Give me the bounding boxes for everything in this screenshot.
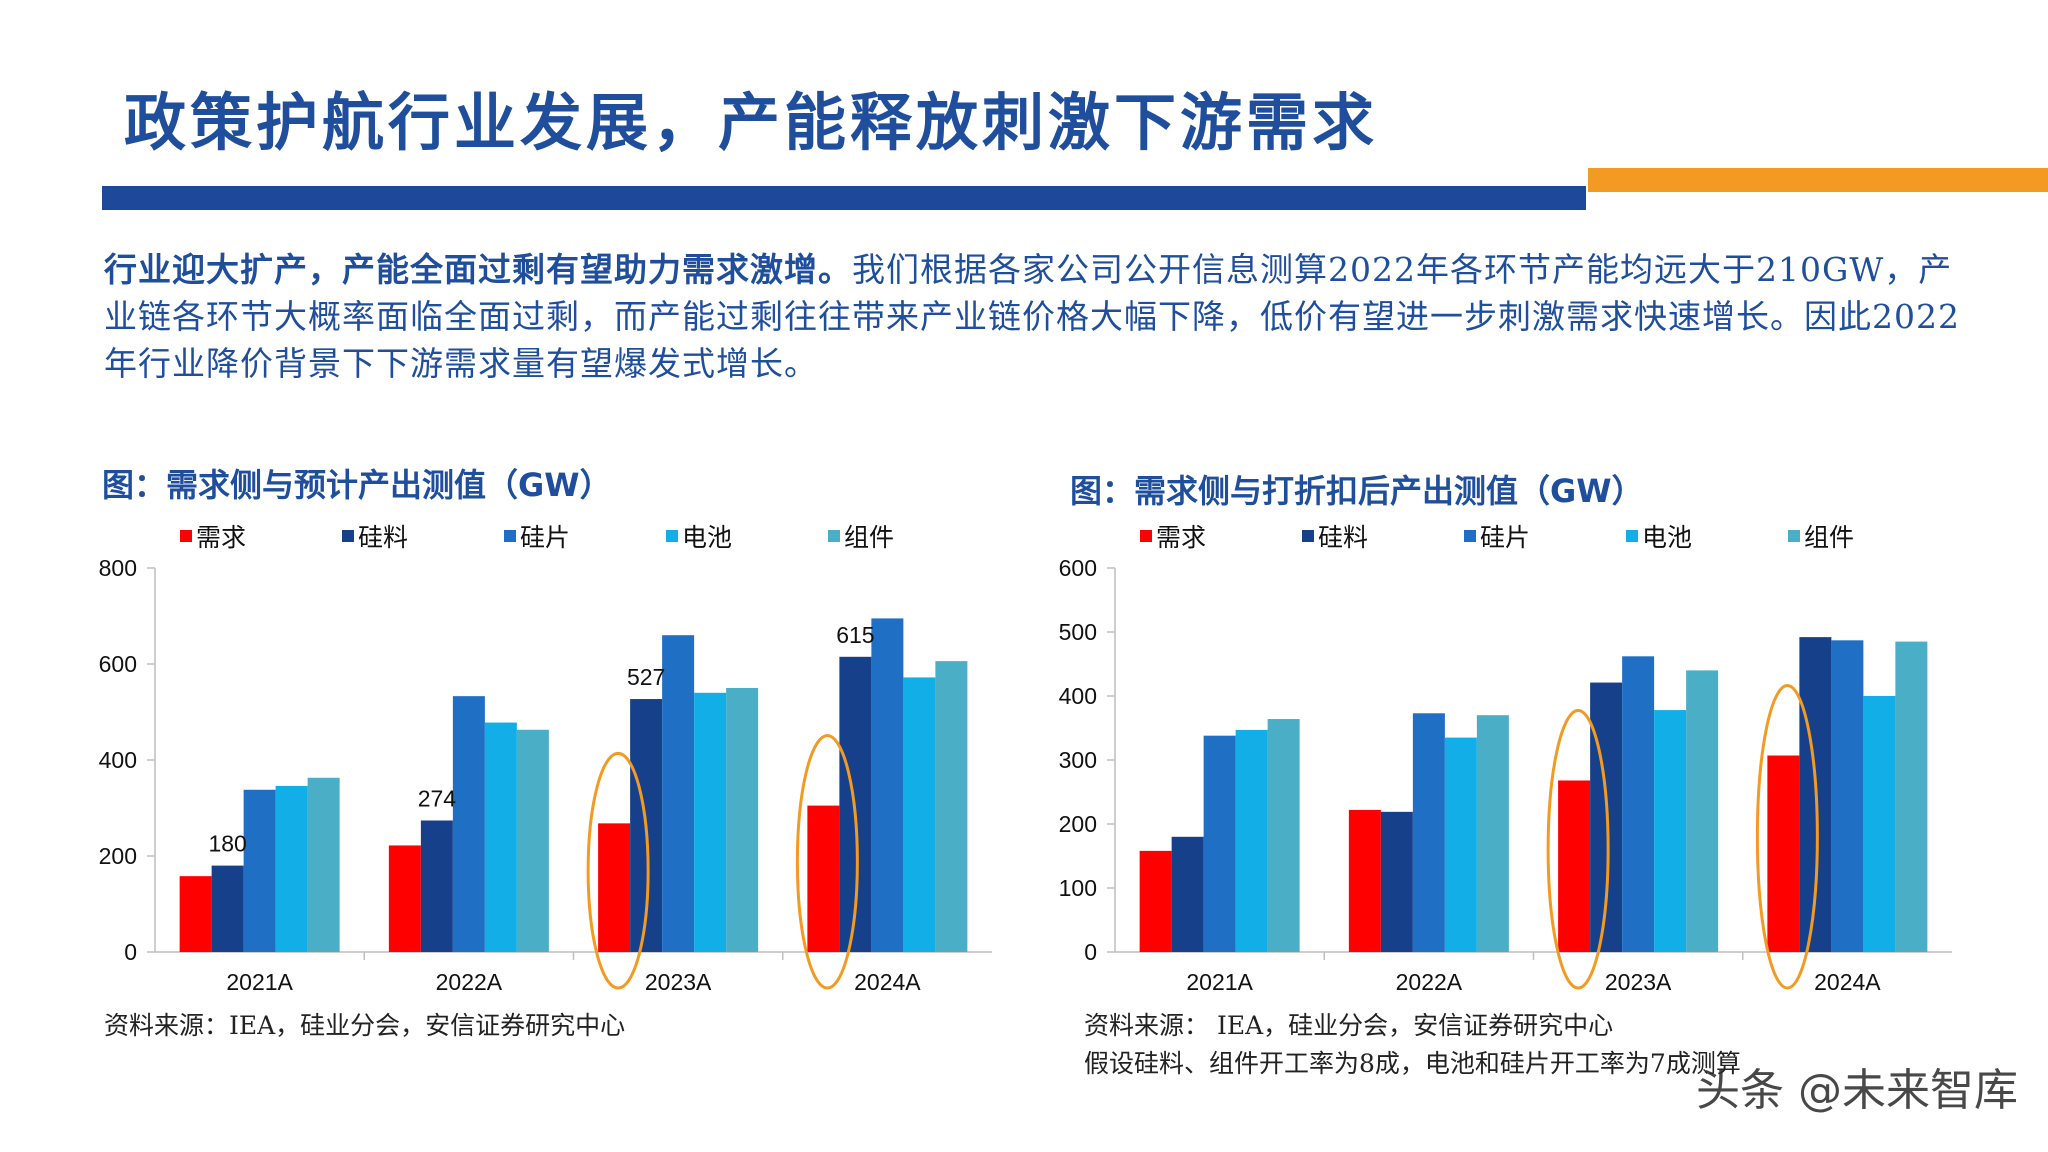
right-bar-硅片-2021A bbox=[1203, 735, 1236, 952]
left-bar-硅料-2021A bbox=[211, 865, 244, 952]
right-bar-需求-2022A bbox=[1348, 809, 1381, 952]
left-bar-chart: 0 200 400 600 800 2021A 2022A 2023A 2024A 180 274 5… bbox=[99, 524, 992, 995]
right-chart-source: 资料来源： IEA，硅业分会，安信证券研究中心 bbox=[1084, 1011, 1614, 1040]
right-legend-label-硅片: 硅片 bbox=[1480, 524, 1530, 552]
left-bar-硅片-2023A bbox=[662, 635, 695, 952]
left-bar-组件-2021A bbox=[307, 777, 340, 952]
right-legend-label-硅料: 硅料 bbox=[1318, 524, 1368, 552]
left-y-tick-label: 0 bbox=[124, 939, 137, 965]
left-bar-需求-2023A bbox=[598, 823, 631, 952]
left-legend-swatch-需求 bbox=[180, 530, 192, 542]
right-bar-组件-2021A bbox=[1267, 719, 1300, 952]
right-y-tick-label: 500 bbox=[1059, 619, 1097, 645]
left-bar-组件-2024A bbox=[935, 661, 968, 952]
title-divider-blue bbox=[102, 186, 1586, 210]
right-highlight-ellipse-2024A bbox=[1755, 684, 1819, 990]
right-legend-swatch-组件 bbox=[1788, 530, 1800, 542]
left-x-tick-label: 2021A bbox=[226, 969, 293, 995]
left-chart-title: 图：需求侧与预计产出测值（GW） bbox=[102, 466, 612, 504]
right-y-tick-label: 0 bbox=[1084, 939, 1097, 965]
right-highlight-ellipse-2023A bbox=[1546, 708, 1610, 990]
right-bar-chart: 0 100 200 300 400 500 600 2021A 2022A 2023A 2024A 需… bbox=[1059, 524, 1952, 995]
intro-lead: 行业迎大扩产，产能全面过剩有望助力需求激增。 bbox=[104, 250, 852, 289]
left-data-label: 180 bbox=[208, 831, 246, 857]
left-data-label: 527 bbox=[627, 664, 665, 690]
right-chart-title: 图：需求侧与打折扣后产出测值（GW） bbox=[1070, 472, 1644, 510]
left-bar-需求-2021A bbox=[179, 876, 212, 952]
right-bar-需求-2023A bbox=[1558, 780, 1591, 952]
left-highlight-ellipse-2024A bbox=[795, 734, 859, 990]
right-bar-硅片-2024A bbox=[1831, 640, 1864, 952]
left-legend-swatch-电池 bbox=[666, 530, 678, 542]
right-x-tick-label: 2023A bbox=[1605, 969, 1672, 995]
right-bar-需求-2024A bbox=[1767, 755, 1800, 952]
left-bar-组件-2022A bbox=[516, 729, 549, 952]
right-bar-组件-2024A bbox=[1895, 641, 1928, 952]
left-bar-组件-2023A bbox=[726, 688, 759, 952]
left-legend-swatch-组件 bbox=[828, 530, 840, 542]
left-data-label: 274 bbox=[418, 785, 457, 811]
left-bar-电池-2021A bbox=[275, 785, 308, 952]
left-legend-label-硅料: 硅料 bbox=[358, 524, 408, 552]
left-bar-硅片-2021A bbox=[243, 789, 276, 952]
right-legend-swatch-需求 bbox=[1140, 530, 1152, 542]
right-legend-label-组件: 组件 bbox=[1804, 524, 1854, 552]
right-y-tick-label: 400 bbox=[1059, 683, 1097, 709]
title-divider-orange bbox=[1588, 168, 2048, 192]
right-x-tick-label: 2024A bbox=[1814, 969, 1881, 995]
left-bar-硅料-2022A bbox=[420, 820, 453, 952]
left-bar-电池-2023A bbox=[694, 692, 727, 952]
left-legend-label-硅片: 硅片 bbox=[520, 524, 570, 552]
right-y-tick-label: 600 bbox=[1059, 555, 1097, 581]
left-y-tick-label: 800 bbox=[99, 555, 137, 581]
left-x-tick-label: 2024A bbox=[854, 969, 921, 995]
right-legend-swatch-硅片 bbox=[1464, 530, 1476, 542]
right-bar-硅片-2022A bbox=[1412, 713, 1445, 952]
left-bar-硅片-2024A bbox=[871, 618, 904, 952]
right-bar-硅料-2021A bbox=[1171, 836, 1204, 952]
left-chart-source: 资料来源：IEA，硅业分会，安信证券研究中心 bbox=[104, 1011, 626, 1040]
right-bar-组件-2023A bbox=[1686, 670, 1719, 952]
right-bar-组件-2022A bbox=[1476, 715, 1509, 952]
left-y-tick-label: 200 bbox=[99, 843, 137, 869]
left-bar-硅片-2022A bbox=[452, 696, 485, 952]
right-bar-电池-2024A bbox=[1863, 696, 1896, 952]
left-y-tick-label: 400 bbox=[99, 747, 137, 773]
watermark: 头条 @未来智库 bbox=[1696, 1065, 2018, 1116]
left-bar-需求-2022A bbox=[388, 845, 421, 952]
left-bar-电池-2024A bbox=[903, 677, 936, 952]
left-bar-需求-2024A bbox=[807, 805, 840, 952]
right-x-tick-label: 2021A bbox=[1186, 969, 1253, 995]
right-bar-硅片-2023A bbox=[1622, 656, 1655, 952]
left-highlight-ellipse-2023A bbox=[586, 751, 650, 990]
left-bar-电池-2022A bbox=[484, 722, 517, 952]
right-bar-电池-2023A bbox=[1654, 710, 1687, 952]
left-legend-label-组件: 组件 bbox=[844, 524, 894, 552]
right-bar-电池-2022A bbox=[1444, 737, 1477, 952]
right-legend-swatch-电池 bbox=[1626, 530, 1638, 542]
left-x-tick-label: 2023A bbox=[645, 969, 712, 995]
left-x-tick-label: 2022A bbox=[436, 969, 503, 995]
page-title: 政策护航行业发展，产能释放刺激下游需求 bbox=[124, 86, 1379, 159]
right-legend-label-电池: 电池 bbox=[1642, 524, 1692, 552]
right-x-tick-label: 2022A bbox=[1396, 969, 1463, 995]
left-legend-swatch-硅料 bbox=[342, 530, 354, 542]
right-bar-需求-2021A bbox=[1139, 850, 1172, 952]
right-legend-swatch-硅料 bbox=[1302, 530, 1314, 542]
right-chart-note: 假设硅料、组件开工率为8成，电池和硅片开工率为7成测算 bbox=[1084, 1049, 1741, 1078]
intro-body: 我们根据各家公司公开信息测算2022年各环节产能均远大于210GW，产业链各环节… bbox=[104, 250, 1960, 383]
left-legend-label-需求: 需求 bbox=[196, 524, 246, 552]
left-legend-label-电池: 电池 bbox=[682, 524, 732, 552]
left-y-tick-label: 600 bbox=[99, 651, 137, 677]
right-y-tick-label: 300 bbox=[1059, 747, 1097, 773]
right-bar-硅料-2022A bbox=[1380, 811, 1413, 952]
intro-paragraph: 行业迎大扩产，产能全面过剩有望助力需求激增。我们根据各家公司公开信息测算2022… bbox=[104, 246, 1964, 387]
right-y-tick-label: 200 bbox=[1059, 811, 1097, 837]
right-legend-label-需求: 需求 bbox=[1156, 524, 1206, 552]
right-bar-电池-2021A bbox=[1235, 729, 1268, 952]
left-data-label: 615 bbox=[836, 622, 874, 648]
right-y-tick-label: 100 bbox=[1059, 875, 1097, 901]
left-legend-swatch-硅片 bbox=[504, 530, 516, 542]
